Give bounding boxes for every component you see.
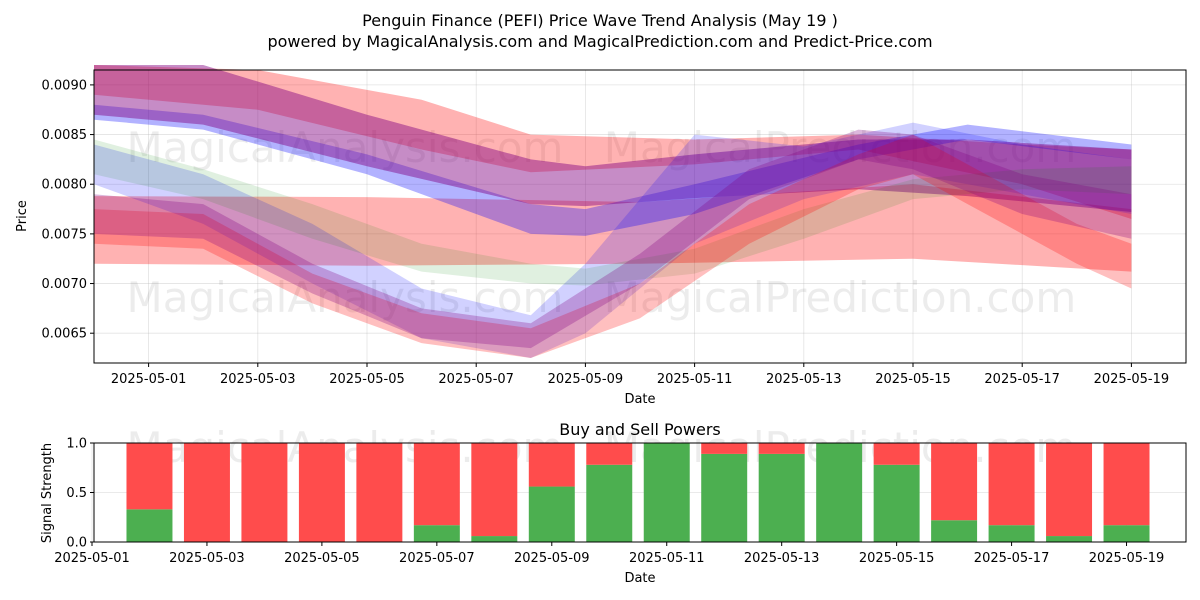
x-tick-label: 2025-05-05 xyxy=(329,372,405,387)
watermark: MagicalPrediction.com xyxy=(604,273,1077,322)
sell-power-bar xyxy=(126,443,173,510)
sell-power-bar xyxy=(471,443,518,537)
buy-power-bar xyxy=(873,464,920,542)
x-tick-label: 2025-05-07 xyxy=(399,551,475,566)
x-tick-label: 2025-05-13 xyxy=(766,372,842,387)
price-plot-frame xyxy=(93,69,1187,364)
y-tick-label: 0.0090 xyxy=(42,78,88,93)
watermark: MagicalAnalysis.com xyxy=(127,123,564,172)
x-tick-label: 2025-05-05 xyxy=(284,551,360,566)
sell-power-bar xyxy=(413,443,460,526)
price-watermarks: MagicalAnalysis.com MagicalPrediction.co… xyxy=(127,123,1077,322)
x-tick-label: 2025-05-19 xyxy=(1094,372,1170,387)
buy-power-bar xyxy=(643,443,690,542)
x-tick-label: 2025-05-07 xyxy=(438,372,514,387)
sell-power-bar xyxy=(988,443,1035,526)
buy-power-bar xyxy=(528,486,575,542)
y-tick-label: 0.0 xyxy=(66,536,87,551)
watermark: MagicalPrediction.com xyxy=(604,123,1077,172)
x-tick-label: 2025-05-03 xyxy=(220,372,296,387)
sell-power-bar xyxy=(241,443,288,542)
sell-power-bar xyxy=(873,443,920,465)
sell-power-bar xyxy=(931,443,978,521)
sell-power-bar xyxy=(701,443,748,454)
price-wave-band xyxy=(94,65,1132,219)
sell-power-bar xyxy=(1103,443,1150,526)
y-tick-label: 0.5 xyxy=(66,486,87,501)
buy-power-bar xyxy=(586,464,633,542)
sell-power-bar xyxy=(183,443,230,542)
x-tick-label: 2025-05-17 xyxy=(984,372,1060,387)
y-tick-label: 0.0075 xyxy=(42,227,88,242)
x-tick-label: 2025-05-11 xyxy=(629,551,705,566)
y-tick-label: 0.0070 xyxy=(42,277,88,292)
sell-power-bar xyxy=(356,443,403,542)
x-tick-label: 2025-05-01 xyxy=(111,372,187,387)
signal-title: Buy and Sell Powers xyxy=(559,420,721,439)
buy-power-bar xyxy=(758,453,805,542)
price-wave-band xyxy=(94,134,1132,358)
x-tick-label: 2025-05-09 xyxy=(514,551,590,566)
buy-power-bar xyxy=(126,509,173,542)
signal-x-axis-label: Date xyxy=(624,571,655,586)
price-x-ticks: 2025-05-01 2025-05-03 2025-05-05 2025-05-07… xyxy=(111,363,1169,387)
x-tick-label: 2025-05-15 xyxy=(859,551,935,566)
price-y-ticks: 0.0065 0.0070 0.0075 0.0080 0.0085 0.0090 xyxy=(42,78,94,342)
y-tick-label: 0.0065 xyxy=(42,327,88,342)
price-wave-band xyxy=(94,65,1132,212)
price-wave-band xyxy=(94,104,1132,236)
chart-title: Penguin Finance (PEFI) Price Wave Trend … xyxy=(362,11,838,30)
sell-power-bar xyxy=(1046,443,1093,537)
price-wave-band xyxy=(94,129,1132,349)
price-wave-band xyxy=(94,122,1132,358)
price-wave-band xyxy=(94,184,1132,272)
price-y-axis-label: Price xyxy=(15,200,30,232)
sell-power-bar xyxy=(298,443,345,542)
buy-power-bar xyxy=(701,453,748,542)
y-tick-label: 1.0 xyxy=(66,437,87,452)
y-tick-label: 0.0080 xyxy=(42,178,88,193)
buy-power-bar xyxy=(816,443,863,542)
price-bands xyxy=(94,65,1132,358)
x-tick-label: 2025-05-03 xyxy=(169,551,245,566)
watermark: MagicalAnalysis.com xyxy=(127,273,564,322)
x-tick-label: 2025-05-11 xyxy=(657,372,733,387)
chart-subtitle: powered by MagicalAnalysis.com and Magic… xyxy=(267,32,932,51)
sell-power-bar xyxy=(586,443,633,465)
price-grid xyxy=(94,70,1186,363)
signal-panel: Buy and Sell Powers MagicalAnalysis.com … xyxy=(40,420,1187,586)
signal-bars xyxy=(126,443,1150,542)
buy-power-bar xyxy=(1046,536,1093,542)
sell-power-bar xyxy=(528,443,575,487)
x-tick-label: 2025-05-01 xyxy=(54,551,130,566)
sell-power-bar xyxy=(758,443,805,454)
signal-y-ticks: 0.0 0.5 1.0 xyxy=(66,437,94,551)
x-tick-label: 2025-05-09 xyxy=(548,372,624,387)
signal-x-ticks: 2025-05-01 2025-05-03 2025-05-05 2025-05-07… xyxy=(54,542,1164,566)
x-tick-label: 2025-05-17 xyxy=(974,551,1050,566)
x-tick-label: 2025-05-19 xyxy=(1089,551,1165,566)
buy-power-bar xyxy=(413,525,460,542)
price-panel: MagicalAnalysis.com MagicalPrediction.co… xyxy=(15,65,1187,407)
buy-power-bar xyxy=(988,525,1035,542)
buy-power-bar xyxy=(471,536,518,542)
buy-power-bar xyxy=(931,520,978,542)
buy-power-bar xyxy=(1103,525,1150,542)
price-wave-band xyxy=(94,139,1132,286)
x-tick-label: 2025-05-15 xyxy=(875,372,951,387)
y-tick-label: 0.0085 xyxy=(42,128,88,143)
price-x-axis-label: Date xyxy=(624,392,655,407)
x-tick-label: 2025-05-13 xyxy=(744,551,820,566)
signal-y-axis-label: Signal Strength xyxy=(40,443,55,543)
